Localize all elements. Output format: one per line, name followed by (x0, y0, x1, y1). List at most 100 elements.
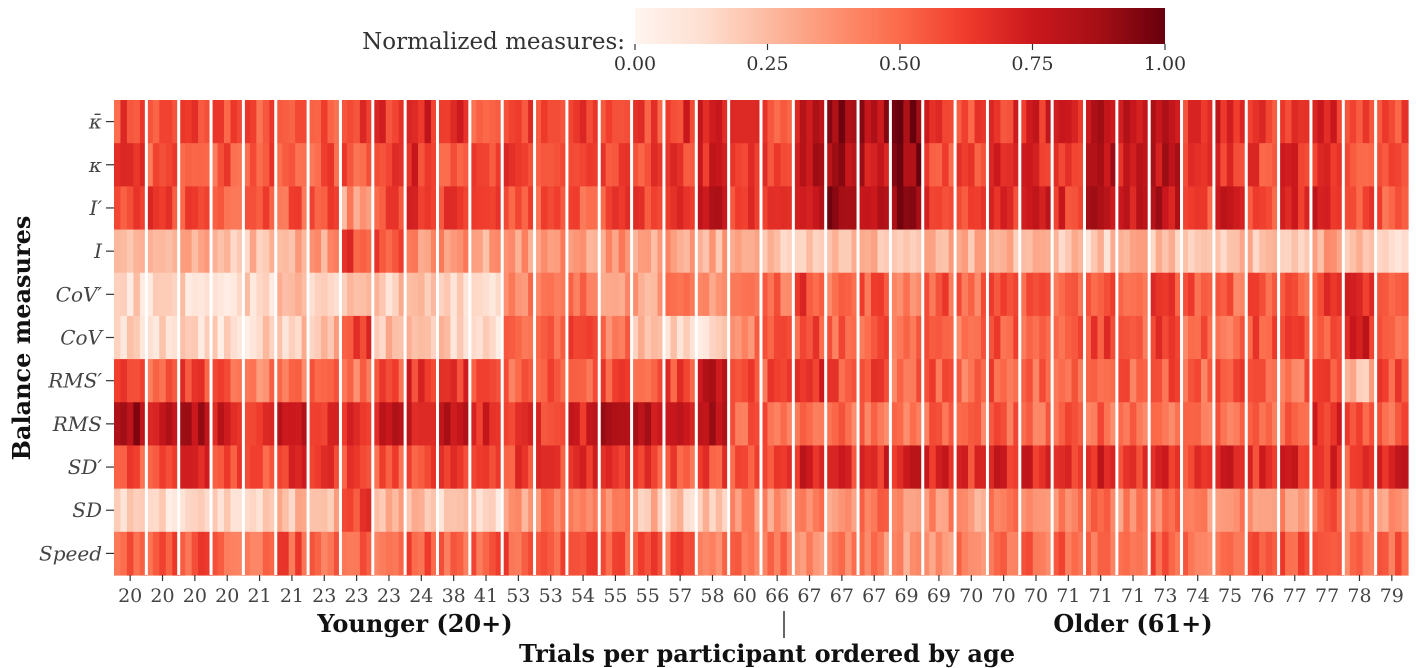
x-tick-label: 58 (700, 585, 724, 607)
heatmap-cell (1019, 315, 1027, 360)
heatmap-cell (1252, 488, 1260, 533)
heatmap-cell (670, 359, 678, 403)
heatmap-cell (482, 402, 490, 447)
heatmap-cell (1149, 100, 1157, 144)
x-tick-label: 20 (215, 585, 239, 607)
heatmap-cell (663, 100, 672, 144)
heatmap-cell (599, 531, 607, 576)
heatmap-cell (469, 445, 477, 490)
heatmap-cell (631, 186, 639, 231)
heatmap-cell (812, 143, 820, 187)
heatmap-cell (799, 186, 807, 231)
heatmap-cell (761, 100, 769, 144)
heatmap-cell (515, 272, 523, 317)
heatmap-cell (625, 531, 633, 576)
heatmap-cell (955, 186, 963, 231)
heatmap-cell (411, 488, 419, 533)
y-tick-label: κ̄ (88, 110, 102, 134)
heatmap-cell (980, 186, 989, 231)
heatmap-cell (1310, 143, 1319, 187)
heatmap-cell (1362, 100, 1370, 144)
heatmap-cell (456, 359, 464, 403)
heatmap-cell (547, 445, 555, 490)
heatmap-cell (942, 143, 950, 187)
heatmap-cell (1084, 488, 1092, 533)
heatmap-cell (482, 229, 490, 274)
heatmap-cell (916, 402, 924, 447)
heatmap-cell (379, 402, 387, 447)
heatmap-cell (1194, 229, 1202, 274)
heatmap-cell (1298, 229, 1306, 274)
heatmap-cell (469, 402, 477, 447)
heatmap-cell (1226, 488, 1234, 533)
heatmap-cell (547, 488, 555, 533)
heatmap-cell (858, 143, 866, 187)
heatmap-cell (301, 488, 309, 533)
heatmap-cell (916, 186, 924, 231)
heatmap-cell (1304, 359, 1312, 403)
heatmap-cell (1013, 100, 1021, 144)
heatmap-cell (1220, 272, 1228, 317)
heatmap-cell (748, 186, 756, 231)
heatmap-cell (372, 402, 380, 447)
heatmap-cell (845, 531, 853, 576)
heatmap-cell (735, 531, 743, 576)
heatmap-cell (1175, 143, 1183, 187)
heatmap-cell (437, 100, 445, 144)
heatmap-cell (1233, 100, 1241, 144)
heatmap-cell (968, 531, 976, 576)
heatmap-cell (450, 315, 458, 360)
heatmap-cell (405, 402, 413, 447)
heatmap-cell (773, 402, 782, 447)
heatmap-cell (139, 445, 147, 490)
heatmap-cell (301, 359, 309, 403)
heatmap-cell (1375, 402, 1383, 447)
heatmap-cell (1298, 143, 1306, 187)
heatmap-cell (1175, 359, 1183, 403)
heatmap-cell (1168, 229, 1176, 274)
heatmap-cell (146, 402, 154, 447)
heatmap-cell (405, 531, 413, 576)
heatmap-cell (379, 229, 387, 274)
heatmap-cell (929, 143, 937, 187)
heatmap-cell (780, 315, 788, 360)
heatmap-cell (702, 143, 710, 187)
heatmap-cell (541, 100, 549, 144)
heatmap-cell (502, 445, 510, 490)
heatmap-cell (314, 445, 322, 490)
heatmap-cell (217, 359, 225, 403)
heatmap-cell (1259, 143, 1267, 187)
heatmap-cell (463, 359, 471, 403)
heatmap-cell (761, 402, 769, 447)
heatmap-cell (1369, 315, 1377, 360)
heatmap-cell (696, 315, 704, 360)
heatmap-cell (1136, 359, 1144, 403)
heatmap-cell (1272, 402, 1280, 447)
heatmap-cell (275, 186, 283, 231)
heatmap-cell (515, 531, 523, 576)
heatmap-cell (353, 402, 361, 447)
heatmap-cell (528, 186, 536, 231)
heatmap-cell (1162, 402, 1170, 447)
heatmap-cell (715, 272, 723, 317)
x-tick-label: 67 (830, 585, 854, 607)
heatmap-cell (463, 315, 471, 360)
heatmap-cell (1129, 402, 1137, 447)
heatmap-cell (379, 143, 387, 187)
heatmap-cell (1401, 272, 1409, 317)
heatmap-cell (269, 186, 277, 231)
heatmap-cell (1265, 143, 1273, 187)
heatmap-cell (890, 531, 898, 576)
heatmap-cell (146, 488, 154, 533)
heatmap-cell (838, 100, 846, 144)
heatmap-cell (638, 229, 646, 274)
heatmap-cell (340, 186, 348, 231)
heatmap-cell (1239, 315, 1247, 360)
heatmap-cell (651, 100, 659, 144)
heatmap-cell (793, 229, 801, 274)
heatmap-cell (1388, 186, 1396, 231)
heatmap-cell (657, 445, 665, 490)
heatmap-cell (172, 445, 180, 490)
heatmap-cell (605, 531, 613, 576)
heatmap-cell (851, 143, 859, 187)
